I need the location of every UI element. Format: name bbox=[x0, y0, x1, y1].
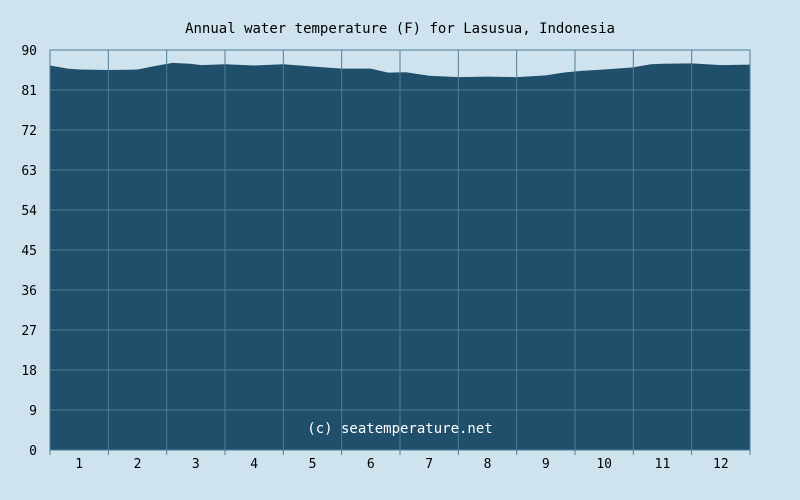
y-tick-label: 27 bbox=[21, 324, 37, 339]
x-tick-label: 7 bbox=[425, 457, 433, 472]
y-tick-label: 9 bbox=[29, 404, 37, 419]
copyright-annotation: (c) seatemperature.net bbox=[307, 421, 492, 437]
x-tick-label: 2 bbox=[134, 457, 142, 472]
chart-title: Annual water temperature (F) for Lasusua… bbox=[185, 21, 615, 37]
y-tick-label: 36 bbox=[21, 284, 37, 299]
x-axis-ticks: 1 2 3 4 5 6 7 8 9 10 11 12 bbox=[49, 450, 751, 472]
x-tick-label: 6 bbox=[367, 457, 375, 472]
y-tick-label: 72 bbox=[21, 124, 37, 139]
plot-area bbox=[49, 49, 751, 451]
x-tick-label: 5 bbox=[309, 457, 317, 472]
y-tick-label: 0 bbox=[29, 444, 37, 459]
x-tick-label: 3 bbox=[192, 457, 200, 472]
x-tick-label: 4 bbox=[250, 457, 258, 472]
y-tick-label: 45 bbox=[21, 244, 37, 259]
y-tick-label: 54 bbox=[21, 204, 37, 219]
x-tick-label: 9 bbox=[542, 457, 550, 472]
x-tick-label: 11 bbox=[655, 457, 671, 472]
y-axis-ticks: 0 9 18 27 36 45 54 63 72 81 90 bbox=[21, 44, 37, 459]
x-tick-label: 1 bbox=[75, 457, 83, 472]
x-tick-label: 12 bbox=[713, 457, 729, 472]
y-tick-label: 81 bbox=[21, 84, 37, 99]
x-tick-label: 10 bbox=[596, 457, 612, 472]
y-tick-label: 90 bbox=[21, 44, 37, 59]
y-tick-label: 63 bbox=[21, 164, 37, 179]
x-tick-label: 8 bbox=[484, 457, 492, 472]
y-tick-label: 18 bbox=[21, 364, 37, 379]
